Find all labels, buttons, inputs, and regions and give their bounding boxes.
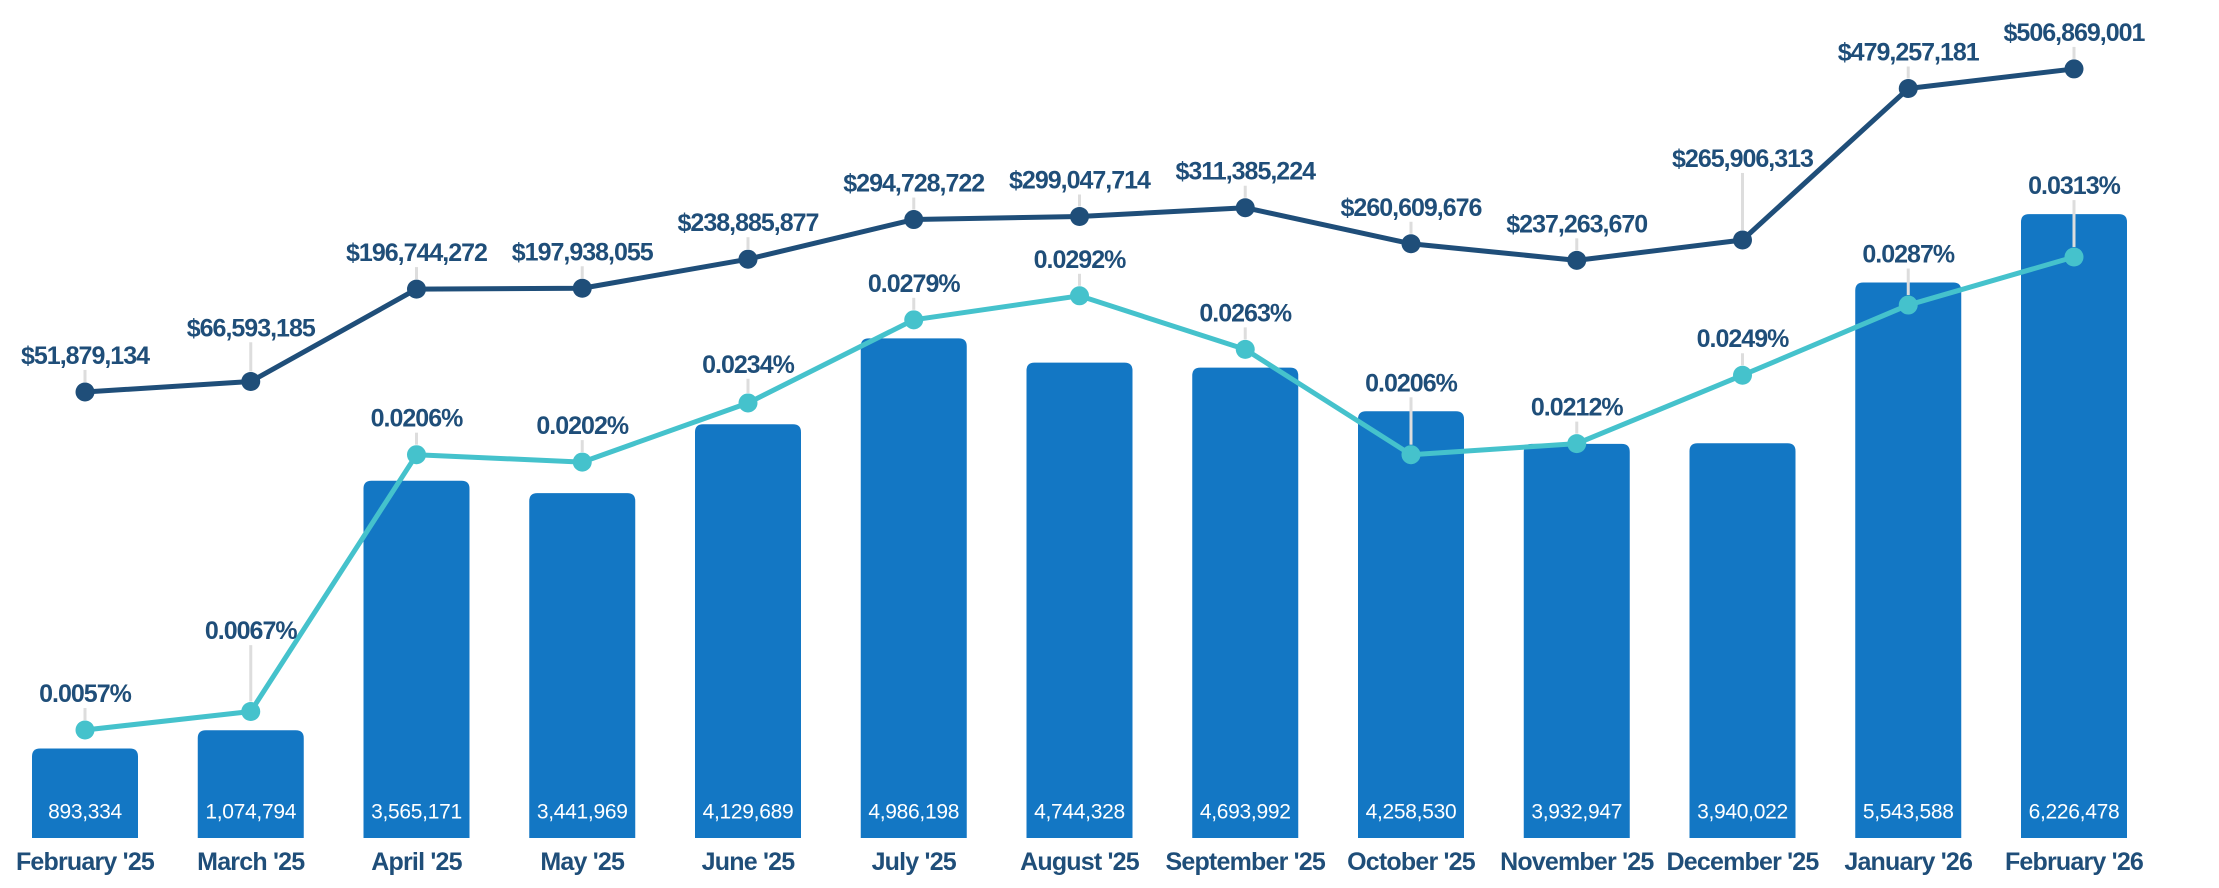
month-axis-label: December '25 (1667, 848, 1820, 876)
month-axis-label: June '25 (702, 848, 796, 876)
dollar-line-point[interactable] (75, 382, 95, 402)
dollar-line-point[interactable] (241, 372, 261, 392)
percent-line-point[interactable] (1898, 295, 1918, 315)
month-axis-label: September '25 (1165, 848, 1325, 876)
percent-value-label: 0.0206% (371, 405, 463, 433)
percent-value-label: 0.0279% (868, 270, 960, 298)
dollar-value-label: $66,593,185 (187, 314, 316, 342)
dollar-line-point[interactable] (904, 210, 924, 230)
percent-line-point[interactable] (738, 393, 758, 413)
percent-value-label: 0.0249% (1697, 325, 1789, 353)
bar[interactable] (197, 730, 304, 838)
month-axis-label: January '26 (1844, 848, 1972, 876)
bar[interactable] (2021, 214, 2127, 838)
dollar-line-point[interactable] (572, 278, 592, 298)
bar-value-label: 3,932,947 (1531, 801, 1622, 824)
dollar-line-point[interactable] (2064, 59, 2084, 79)
dollar-line-point[interactable] (407, 279, 426, 299)
dollar-value-label: $311,385,224 (1175, 158, 1316, 186)
month-axis-label: November '25 (1500, 848, 1654, 876)
bar-value-label: 6,226,478 (2029, 801, 2120, 824)
percent-line-point[interactable] (407, 445, 426, 465)
percent-value-label: 0.0263% (1199, 299, 1291, 327)
dollar-line-point[interactable] (738, 249, 758, 269)
bar[interactable] (1358, 411, 1464, 838)
dollar-line-point[interactable] (1235, 198, 1255, 218)
bar-value-label: 3,441,969 (537, 801, 628, 824)
percent-value-label: 0.0292% (1034, 246, 1126, 274)
bar[interactable] (1026, 362, 1133, 838)
month-axis-label: April '25 (371, 848, 462, 876)
percent-line-point[interactable] (1235, 339, 1255, 359)
dollar-line-point[interactable] (1070, 206, 1089, 226)
percent-line-point[interactable] (1401, 445, 1421, 465)
month-axis-label: March '25 (197, 848, 305, 876)
bar[interactable] (1523, 443, 1630, 838)
bar-value-label: 4,129,689 (703, 801, 794, 824)
bar[interactable] (695, 424, 801, 838)
bar-value-label: 893,334 (48, 801, 122, 824)
dollar-value-label: $196,744,272 (346, 239, 487, 267)
percent-value-label: 0.0234% (702, 351, 794, 379)
percent-value-label: 0.0206% (1365, 369, 1457, 397)
dollar-value-label: $294,728,722 (843, 170, 984, 198)
bar[interactable] (32, 748, 138, 838)
percent-value-label: 0.0313% (2028, 172, 2120, 200)
dollar-line-point[interactable] (1401, 234, 1421, 254)
bar-value-label: 4,744,328 (1034, 801, 1125, 824)
percent-value-label: 0.0202% (536, 412, 628, 440)
percent-line-point[interactable] (572, 452, 592, 472)
bar[interactable] (1689, 443, 1796, 838)
bar[interactable] (363, 480, 470, 838)
bar[interactable] (860, 338, 967, 838)
percent-line-point[interactable] (2064, 247, 2084, 267)
month-axis-label: August '25 (1020, 848, 1140, 876)
bar-value-label: 1,074,794 (205, 801, 296, 824)
bar[interactable] (1855, 282, 1962, 838)
percent-value-label: 0.0212% (1531, 394, 1623, 422)
dollar-value-label: $237,263,670 (1506, 210, 1647, 238)
percent-line-point[interactable] (1567, 434, 1587, 454)
bar-value-label: 4,986,198 (868, 801, 959, 824)
dollar-line-point[interactable] (1567, 250, 1587, 270)
percent-value-label: 0.0057% (39, 680, 131, 708)
bar-value-label: 4,693,992 (1200, 801, 1291, 824)
dollar-value-label: $238,885,877 (678, 209, 819, 237)
percent-value-label: 0.0067% (205, 617, 297, 645)
percent-line-point[interactable] (1070, 286, 1089, 306)
month-axis-label: February '25 (16, 848, 155, 876)
dollar-value-label: $197,938,055 (512, 238, 654, 266)
percent-line-point[interactable] (904, 310, 924, 330)
bar-value-label: 4,258,530 (1366, 801, 1457, 824)
dollar-line-point[interactable] (1733, 230, 1752, 250)
percent-line-point[interactable] (241, 702, 261, 722)
dollar-value-label: $260,609,676 (1341, 194, 1482, 222)
month-axis-label: July '25 (872, 848, 957, 876)
month-axis-label: October '25 (1347, 848, 1476, 876)
month-axis-label: February '26 (2005, 848, 2143, 876)
month-axis-label: May '25 (540, 848, 625, 876)
percent-line-point[interactable] (75, 720, 95, 740)
bar[interactable] (1192, 367, 1299, 838)
dollar-value-label: $51,879,134 (21, 342, 150, 370)
dollar-value-label: $299,047,714 (1009, 166, 1151, 194)
dollar-value-label: $479,257,181 (1838, 39, 1980, 67)
bar-value-label: 3,565,171 (371, 801, 462, 824)
bar-value-label: 5,543,588 (1863, 801, 1954, 824)
dollar-value-label: $506,869,001 (2004, 19, 2146, 47)
dollar-value-label: $265,906,313 (1672, 145, 1813, 173)
percent-line-point[interactable] (1733, 365, 1752, 385)
percent-value-label: 0.0287% (1862, 241, 1954, 269)
bar[interactable] (529, 493, 636, 838)
bar-value-label: 3,940,022 (1697, 801, 1788, 824)
dollar-line-point[interactable] (1898, 79, 1918, 99)
